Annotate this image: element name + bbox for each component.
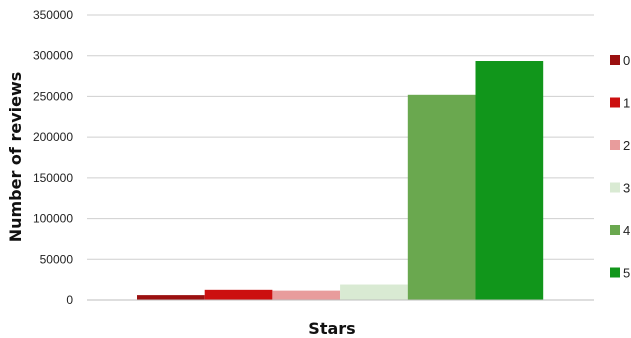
legend: 0 1 2 3 4 5 bbox=[610, 53, 630, 281]
bar-2 bbox=[272, 290, 341, 300]
legend-swatch-1 bbox=[610, 97, 620, 108]
bar-5 bbox=[475, 61, 544, 300]
y-tick-label: 250000 bbox=[33, 89, 73, 103]
legend-label-5: 5 bbox=[623, 266, 630, 281]
bars bbox=[137, 61, 544, 300]
legend-label-1: 1 bbox=[623, 96, 630, 111]
gridlines bbox=[87, 14, 594, 260]
y-axis-ticks: 0 50000 100000 150000 200000 250000 300000 3500… bbox=[33, 8, 73, 307]
legend-swatch-0 bbox=[610, 55, 620, 65]
legend-swatch-2 bbox=[610, 140, 620, 150]
bar-1 bbox=[204, 289, 273, 300]
x-axis-title: Stars bbox=[308, 319, 355, 338]
legend-label-0: 0 bbox=[623, 53, 630, 68]
y-tick-label: 100000 bbox=[33, 212, 73, 226]
legend-swatch-5 bbox=[610, 267, 620, 278]
y-tick-label: 0 bbox=[66, 293, 73, 307]
y-tick-label: 150000 bbox=[33, 171, 73, 185]
bar-3 bbox=[340, 284, 408, 300]
bar-0 bbox=[137, 295, 205, 300]
y-tick-label: 200000 bbox=[33, 130, 73, 144]
legend-label-2: 2 bbox=[623, 138, 630, 153]
legend-swatch-3 bbox=[610, 182, 620, 193]
legend-label-3: 3 bbox=[623, 181, 630, 196]
y-tick-label: 350000 bbox=[33, 8, 73, 22]
y-tick-label: 300000 bbox=[33, 49, 73, 63]
y-tick-label: 50000 bbox=[40, 252, 74, 266]
y-axis-title: Number of reviews bbox=[6, 72, 25, 243]
legend-label-4: 4 bbox=[623, 223, 630, 238]
legend-swatch-4 bbox=[610, 225, 620, 235]
bar-4 bbox=[407, 94, 476, 300]
